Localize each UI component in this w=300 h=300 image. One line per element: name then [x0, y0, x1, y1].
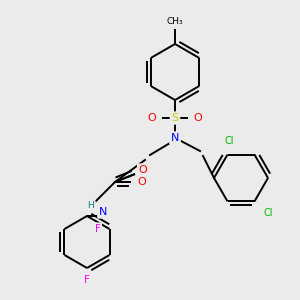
- Text: H: H: [88, 202, 94, 211]
- Text: O: O: [138, 177, 146, 187]
- Text: Cl: Cl: [225, 136, 234, 146]
- Text: CH₃: CH₃: [167, 17, 183, 26]
- Text: O: O: [194, 113, 202, 123]
- Text: O: O: [148, 113, 156, 123]
- Text: O: O: [139, 165, 147, 175]
- Text: S: S: [171, 113, 178, 123]
- Text: F: F: [84, 275, 90, 285]
- Text: N: N: [171, 133, 179, 143]
- Text: F: F: [94, 224, 100, 234]
- Text: N: N: [99, 207, 107, 217]
- Text: Cl: Cl: [264, 208, 273, 218]
